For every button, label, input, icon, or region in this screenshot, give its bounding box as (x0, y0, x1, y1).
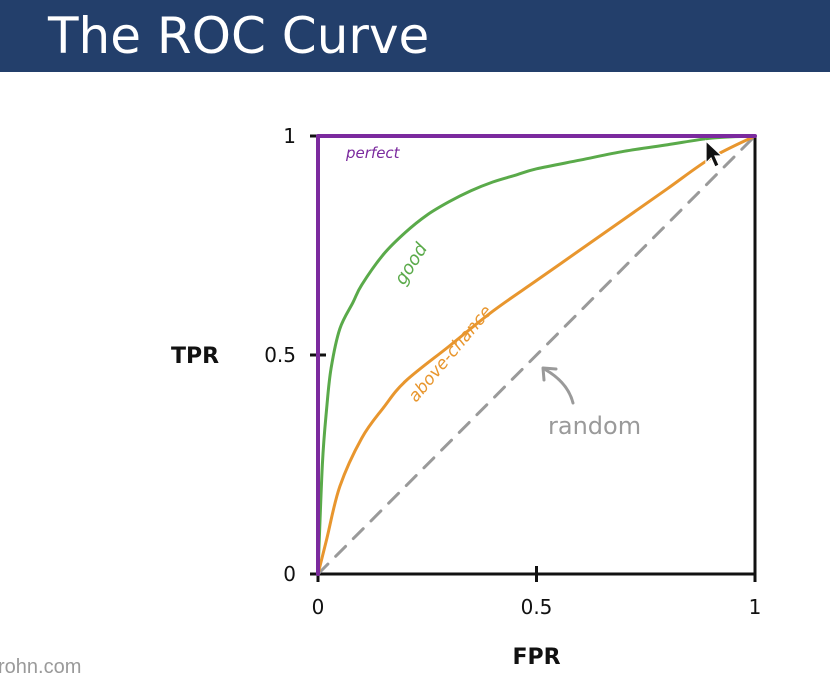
y-tick-label: 0.5 (264, 343, 296, 367)
title-bar: The ROC Curve (0, 0, 830, 72)
series-line-above-chance (316, 134, 757, 576)
mouse-cursor-icon (705, 139, 724, 168)
footer-url: rohn.com (0, 656, 82, 678)
y-axis-label: TPR (171, 344, 219, 369)
x-axis-label: FPR (512, 645, 560, 670)
y-tick-label: 0 (283, 562, 296, 586)
random-arrowhead-icon (541, 366, 558, 382)
annotation-above-chance: above-chance (405, 302, 497, 406)
annotation-good: good (390, 239, 432, 289)
annotation-random: random (548, 412, 641, 440)
slide-title: The ROC Curve (48, 7, 430, 65)
annotation-perfect: perfect (345, 144, 401, 162)
x-tick-label: 0 (312, 595, 325, 619)
series-line-good (316, 134, 757, 576)
y-tick-label: 1 (283, 124, 296, 148)
series-line-perfect (316, 134, 757, 576)
x-tick-label: 0.5 (521, 595, 553, 619)
series-line-random (316, 134, 757, 576)
random-arrow-icon (544, 368, 575, 405)
x-tick-label: 1 (749, 595, 762, 619)
